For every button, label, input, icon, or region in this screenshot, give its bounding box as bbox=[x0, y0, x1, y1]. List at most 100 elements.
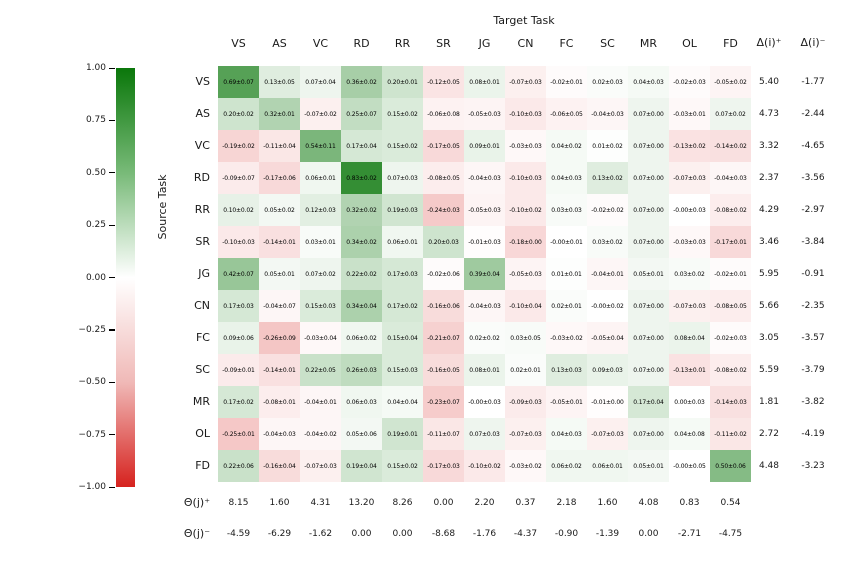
heatmap-cell-VC-MR: 0.07±0.00 bbox=[628, 130, 669, 162]
heatmap-cell-MR-OL: 0.00±0.03 bbox=[669, 386, 710, 418]
heatmap-cell-VS-JG: 0.08±0.01 bbox=[464, 66, 505, 98]
colorbar-tick-mark bbox=[109, 119, 115, 122]
theta-minus-value-SC: -1.39 bbox=[595, 529, 620, 539]
delta-plus-value-VS: 5.40 bbox=[758, 77, 780, 87]
row-label-VS: VS bbox=[195, 75, 210, 88]
heatmap-cell-VC-OL: -0.13±0.02 bbox=[669, 130, 710, 162]
row-label-FC: FC bbox=[195, 331, 210, 344]
heatmap-cell-JG-SR: -0.02±0.06 bbox=[423, 258, 464, 290]
column-header-RR: RR bbox=[394, 37, 411, 50]
heatmap-cell-SR-VS: -0.10±0.03 bbox=[218, 226, 259, 258]
heatmap-cell-VS-SR: -0.12±0.05 bbox=[423, 66, 464, 98]
heatmap-cell-RR-OL: -0.00±0.03 bbox=[669, 194, 710, 226]
heatmap-cell-OL-VC: -0.04±0.02 bbox=[300, 418, 341, 450]
delta-minus-value-SC: -3.79 bbox=[801, 365, 825, 375]
heatmap-cell-AS-JG: -0.05±0.03 bbox=[464, 98, 505, 130]
heatmap-cell-RR-SC: -0.02±0.02 bbox=[587, 194, 628, 226]
heatmap-cell-VS-MR: 0.04±0.03 bbox=[628, 66, 669, 98]
heatmap-cell-MR-VS: 0.17±0.02 bbox=[218, 386, 259, 418]
delta-minus-value-OL: -4.19 bbox=[801, 429, 825, 439]
heatmap-cell-OL-RD: 0.05±0.06 bbox=[341, 418, 382, 450]
heatmap-grid: 0.69±0.07 0.13±0.05 0.07±0.04 0.36±0.02 0.20… bbox=[218, 66, 751, 482]
colorbar-tick-label: 0.50 bbox=[85, 167, 106, 178]
colorbar-gradient bbox=[116, 68, 135, 487]
theta-plus-value-AS: 1.60 bbox=[269, 498, 290, 508]
heatmap-cell-JG-FD: -0.02±0.01 bbox=[710, 258, 751, 290]
heatmap-cell-CN-FD: -0.08±0.05 bbox=[710, 290, 751, 322]
heatmap-cell-RR-SR: -0.24±0.03 bbox=[423, 194, 464, 226]
delta-plus-value-VC: 3.32 bbox=[758, 141, 780, 151]
column-header-JG: JG bbox=[478, 37, 491, 50]
heatmap-cell-VS-SC: 0.02±0.03 bbox=[587, 66, 628, 98]
heatmap-cell-RD-AS: -0.17±0.06 bbox=[259, 162, 300, 194]
delta-minus-value-VC: -4.65 bbox=[801, 141, 825, 151]
heatmap-cell-SC-SC: 0.09±0.03 bbox=[587, 354, 628, 386]
heatmap-cell-SR-VC: 0.03±0.01 bbox=[300, 226, 341, 258]
colorbar-tick-mark bbox=[109, 434, 115, 436]
heatmap-cell-SR-SR: 0.20±0.03 bbox=[423, 226, 464, 258]
heatmap-cell-SC-FD: -0.08±0.02 bbox=[710, 354, 751, 386]
row-label-RR: RR bbox=[194, 203, 210, 216]
heatmap-cell-RD-MR: 0.07±0.00 bbox=[628, 162, 669, 194]
heatmap-cell-CN-RR: 0.17±0.02 bbox=[382, 290, 423, 322]
heatmap-cell-SC-CN: 0.02±0.01 bbox=[505, 354, 546, 386]
delta-plus-value-RD: 2.37 bbox=[758, 173, 780, 183]
row-label-JG: JG bbox=[198, 267, 210, 280]
theta-plus-value-VS: 8.15 bbox=[228, 498, 249, 508]
theta-plus-value-JG: 2.20 bbox=[474, 498, 495, 508]
heatmap-cell-FC-RD: 0.06±0.02 bbox=[341, 322, 382, 354]
row-label-FD: FD bbox=[195, 459, 210, 472]
colorbar-tick-mark bbox=[109, 67, 115, 69]
heatmap-cell-VS-FC: -0.02±0.01 bbox=[546, 66, 587, 98]
delta-plus-value-AS: 4.73 bbox=[758, 109, 780, 119]
heatmap-cell-JG-SC: -0.04±0.01 bbox=[587, 258, 628, 290]
heatmap-cell-VS-RD: 0.36±0.02 bbox=[341, 66, 382, 98]
theta-plus-value-SR: 0.00 bbox=[433, 498, 454, 508]
delta-minus-value-VS: -1.77 bbox=[801, 77, 825, 87]
heatmap-cell-RR-AS: 0.05±0.02 bbox=[259, 194, 300, 226]
heatmap-cell-FC-SC: -0.05±0.04 bbox=[587, 322, 628, 354]
heatmap-cell-CN-MR: 0.07±0.00 bbox=[628, 290, 669, 322]
heatmap-cell-JG-VC: 0.07±0.02 bbox=[300, 258, 341, 290]
heatmap-cell-FC-OL: 0.08±0.04 bbox=[669, 322, 710, 354]
heatmap-cell-OL-SC: -0.07±0.03 bbox=[587, 418, 628, 450]
delta-minus-value-SR: -3.84 bbox=[801, 237, 825, 247]
heatmap-cell-OL-OL: 0.04±0.08 bbox=[669, 418, 710, 450]
theta-minus-value-FD: -4.75 bbox=[718, 529, 743, 539]
heatmap-cell-FC-JG: 0.02±0.02 bbox=[464, 322, 505, 354]
colorbar-tick-mark bbox=[109, 486, 115, 488]
colorbar-tick-mark bbox=[109, 329, 115, 331]
heatmap-cell-SR-CN: -0.18±0.00 bbox=[505, 226, 546, 258]
heatmap-cell-VS-AS: 0.13±0.05 bbox=[259, 66, 300, 98]
heatmap-cell-VS-RR: 0.20±0.01 bbox=[382, 66, 423, 98]
theta-plus-value-SC: 1.60 bbox=[597, 498, 618, 508]
heatmap-cell-RD-CN: -0.10±0.03 bbox=[505, 162, 546, 194]
heatmap-cell-CN-SR: -0.16±0.06 bbox=[423, 290, 464, 322]
heatmap-cell-CN-RD: 0.34±0.04 bbox=[341, 290, 382, 322]
colorbar-tick-mark bbox=[109, 381, 115, 383]
heatmap-cell-FC-FD: -0.02±0.03 bbox=[710, 322, 751, 354]
heatmap-cell-SR-MR: 0.07±0.00 bbox=[628, 226, 669, 258]
heatmap-cell-CN-OL: -0.07±0.03 bbox=[669, 290, 710, 322]
delta-minus-column-header: Δ(i)⁻ bbox=[800, 36, 826, 49]
heatmap-cell-VS-VC: 0.07±0.04 bbox=[300, 66, 341, 98]
heatmap-cell-VC-JG: 0.09±0.01 bbox=[464, 130, 505, 162]
heatmap-cell-FD-AS: -0.16±0.04 bbox=[259, 450, 300, 482]
theta-plus-value-VC: 4.31 bbox=[310, 498, 331, 508]
heatmap-cell-AS-FD: 0.07±0.02 bbox=[710, 98, 751, 130]
heatmap-cell-OL-VS: -0.25±0.01 bbox=[218, 418, 259, 450]
heatmap-cell-OL-SR: -0.11±0.07 bbox=[423, 418, 464, 450]
column-header-AS: AS bbox=[272, 37, 287, 50]
row-label-AS: AS bbox=[195, 107, 210, 120]
colorbar-tick-label: 0.75 bbox=[85, 115, 106, 126]
delta-plus-value-OL: 2.72 bbox=[758, 429, 780, 439]
colorbar-tick-mark bbox=[109, 224, 115, 226]
theta-plus-value-FC: 2.18 bbox=[556, 498, 577, 508]
heatmap-cell-SC-JG: 0.08±0.01 bbox=[464, 354, 505, 386]
delta-plus-value-SR: 3.46 bbox=[758, 237, 780, 247]
delta-minus-value-RD: -3.56 bbox=[801, 173, 825, 183]
heatmap-cell-RR-CN: -0.10±0.02 bbox=[505, 194, 546, 226]
heatmap-cell-VC-FC: 0.04±0.02 bbox=[546, 130, 587, 162]
heatmap-cell-FD-OL: -0.00±0.05 bbox=[669, 450, 710, 482]
heatmap-cell-AS-SC: -0.04±0.03 bbox=[587, 98, 628, 130]
